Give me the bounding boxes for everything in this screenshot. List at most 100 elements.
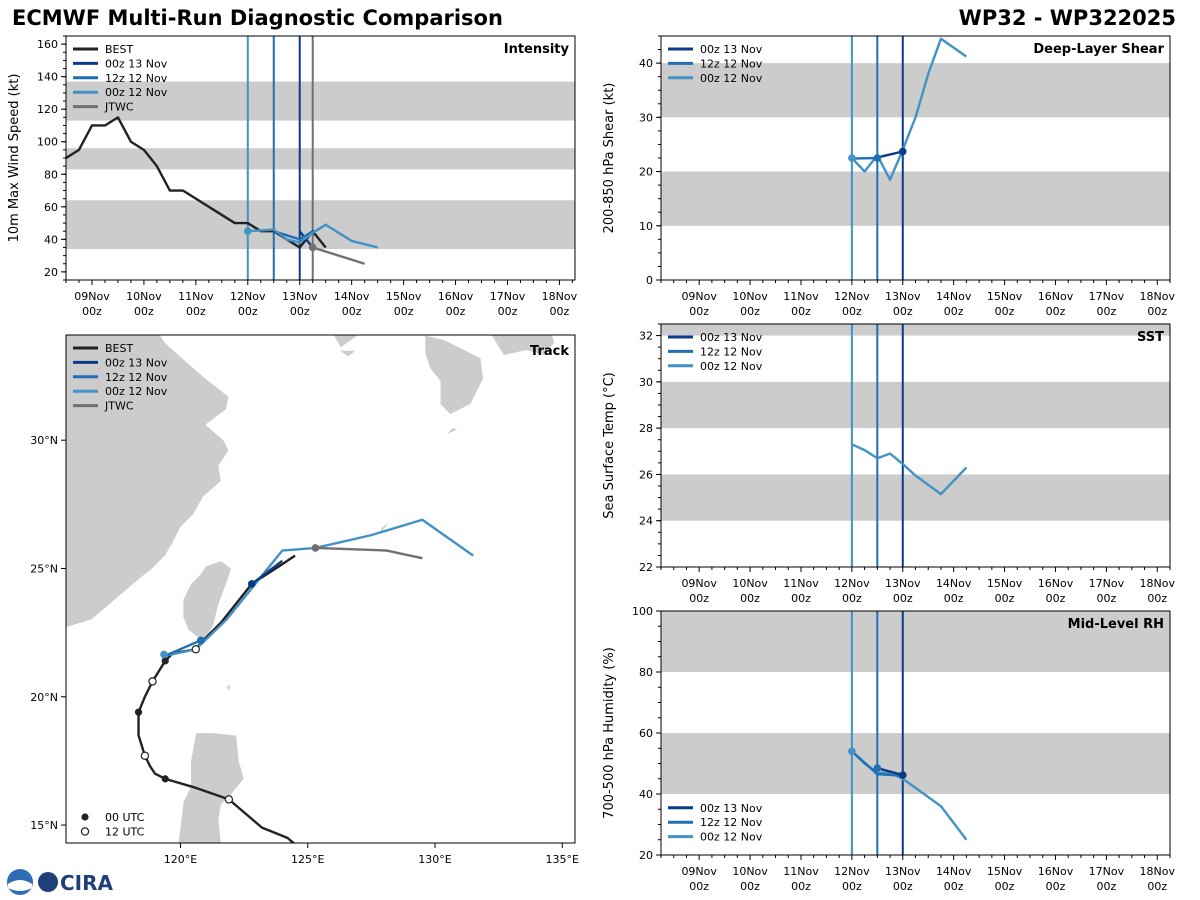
sst-plot-area	[661, 324, 1170, 567]
shear-xtick-label: 17Nov	[1089, 290, 1125, 303]
jeju	[336, 349, 358, 358]
rh-xtick-label: 17Nov	[1089, 865, 1125, 878]
track-series-line	[251, 559, 284, 585]
shear-xtick-label: 00z	[1147, 305, 1167, 318]
rh-xtick-label: 00z	[791, 880, 811, 893]
intensity-ytick-label: 120	[37, 103, 58, 116]
shear-ytick-label: 30	[639, 111, 653, 124]
rh-series-line	[851, 750, 903, 777]
sst-ytick-label: 28	[639, 422, 653, 435]
track-frame	[65, 334, 576, 844]
rh-xtick-label: 00z	[842, 880, 862, 893]
shear-panel-title: Deep-Layer Shear	[1033, 42, 1164, 57]
shear-xtick-label: 00z	[1096, 305, 1116, 318]
shear-xtick-label: 13Nov	[885, 290, 921, 303]
rh-xtick-label: 00z	[689, 880, 709, 893]
tanegashima	[444, 426, 459, 436]
figure-title: ECMWF Multi-Run Diagnostic Comparison	[12, 6, 503, 30]
rh-xtick-label: 10Nov	[732, 865, 768, 878]
intensity-xtick-label: 00z	[498, 305, 518, 318]
intensity-marker	[243, 227, 252, 235]
intensity-xtick-label: 00z	[82, 305, 102, 318]
shear-marker	[873, 154, 882, 162]
track-position-00utc	[161, 775, 169, 783]
track-position-12utc	[191, 645, 200, 654]
rh-marker	[848, 747, 856, 756]
sst-xtick-label: 00z	[995, 592, 1015, 605]
shear-xtick-label: 00z	[944, 305, 964, 318]
korea-tip	[332, 335, 360, 349]
track-legend-label: JTWC	[104, 400, 134, 413]
shear-xtick-label: 00z	[893, 305, 913, 318]
track-legend-label: 00z 13 Nov	[105, 356, 168, 369]
intensity-xtick-label: 00z	[394, 305, 414, 318]
shikoku	[490, 335, 556, 356]
storm-id-title: WP32 - WP322025	[958, 6, 1176, 30]
track-panel-title: Track	[530, 344, 569, 359]
intensity-legend-label: 00z 13 Nov	[105, 57, 168, 70]
logo-text: CIRA	[60, 871, 114, 895]
sst-xtick-label: 00z	[893, 592, 913, 605]
shear-xtick-label: 00z	[842, 305, 862, 318]
intensity-xtick-label: 16Nov	[438, 290, 474, 303]
rh-xtick-label: 16Nov	[1038, 865, 1074, 878]
intensity-xtick-label: 13Nov	[282, 290, 318, 303]
sst-band	[661, 324, 1170, 336]
rh-xtick-label: 00z	[1096, 880, 1116, 893]
sst-band	[661, 474, 1170, 521]
rh-xtick-label: 00z	[740, 880, 760, 893]
rh-legend-label: 00z 12 Nov	[700, 831, 763, 844]
intensity-series-line	[312, 246, 366, 265]
shear-xtick-label: 00z	[791, 305, 811, 318]
sst-ytick-label: 32	[639, 330, 653, 343]
shear-legend-label: 12z 12 Nov	[700, 57, 763, 70]
track-lon-label: 130°E	[418, 853, 451, 866]
intensity-legend-label: JTWC	[104, 101, 134, 114]
sst-xtick-label: 00z	[842, 592, 862, 605]
track-position-12utc	[224, 795, 234, 804]
intensity-panel: 20 40 60 80 100 120 140 160 09Nov 00z 10Nov 00z 11No…	[7, 35, 578, 318]
sst-ytick-label: 30	[639, 376, 653, 389]
track-position-12utc	[148, 677, 157, 686]
track-lon-label: 120°E	[164, 853, 197, 866]
sst-xtick-label: 13Nov	[885, 577, 921, 590]
kyushu	[424, 335, 484, 416]
rh-panel: 20 40 60 80 100 09Nov 00z 10Nov 00z 11Nov 00z 12Nov…	[602, 605, 1175, 893]
rh-ytick-label: 80	[639, 666, 653, 679]
intensity-xtick-label: 17Nov	[490, 290, 526, 303]
intensity-legend-label: BEST	[105, 43, 133, 56]
shear-xtick-label: 00z	[995, 305, 1015, 318]
shear-ytick-label: 10	[639, 220, 653, 233]
track-position-12utc	[140, 751, 150, 760]
intensity-xtick-label: 18Nov	[542, 290, 578, 303]
rh-marker	[873, 764, 882, 772]
rh-legend-label: 00z 13 Nov	[700, 802, 763, 815]
noaa-wave-icon	[8, 880, 32, 891]
shear-ylabel: 200-850 hPa Shear (kt)	[602, 83, 617, 234]
intensity-xtick-label: 11Nov	[178, 290, 214, 303]
track-lat-label: 25°N	[30, 562, 58, 575]
sst-xtick-label: 00z	[1046, 592, 1066, 605]
shear-marker	[848, 154, 856, 162]
track-legend-label: 00z 12 Nov	[105, 385, 168, 398]
shear-xtick-label: 00z	[689, 305, 709, 318]
intensity-xtick-label: 00z	[342, 305, 362, 318]
intensity-xtick-label: 14Nov	[334, 290, 370, 303]
shear-marker	[898, 147, 907, 156]
rh-series-line	[877, 766, 904, 777]
sst-xtick-label: 00z	[791, 592, 811, 605]
sst-xtick-label: 15Nov	[987, 577, 1023, 590]
intensity-legend-label: 00z 12 Nov	[105, 86, 168, 99]
rh-xtick-label: 18Nov	[1140, 865, 1176, 878]
intensity-xtick-label: 00z	[238, 305, 258, 318]
track-run-start-marker	[197, 636, 205, 645]
rh-xtick-label: 09Nov	[681, 865, 717, 878]
taiwan	[182, 560, 232, 647]
track-lat-label: 15°N	[30, 819, 58, 832]
intensity-ylabel: 10m Max Wind Speed (kt)	[7, 74, 22, 243]
track-series-line	[164, 639, 202, 657]
